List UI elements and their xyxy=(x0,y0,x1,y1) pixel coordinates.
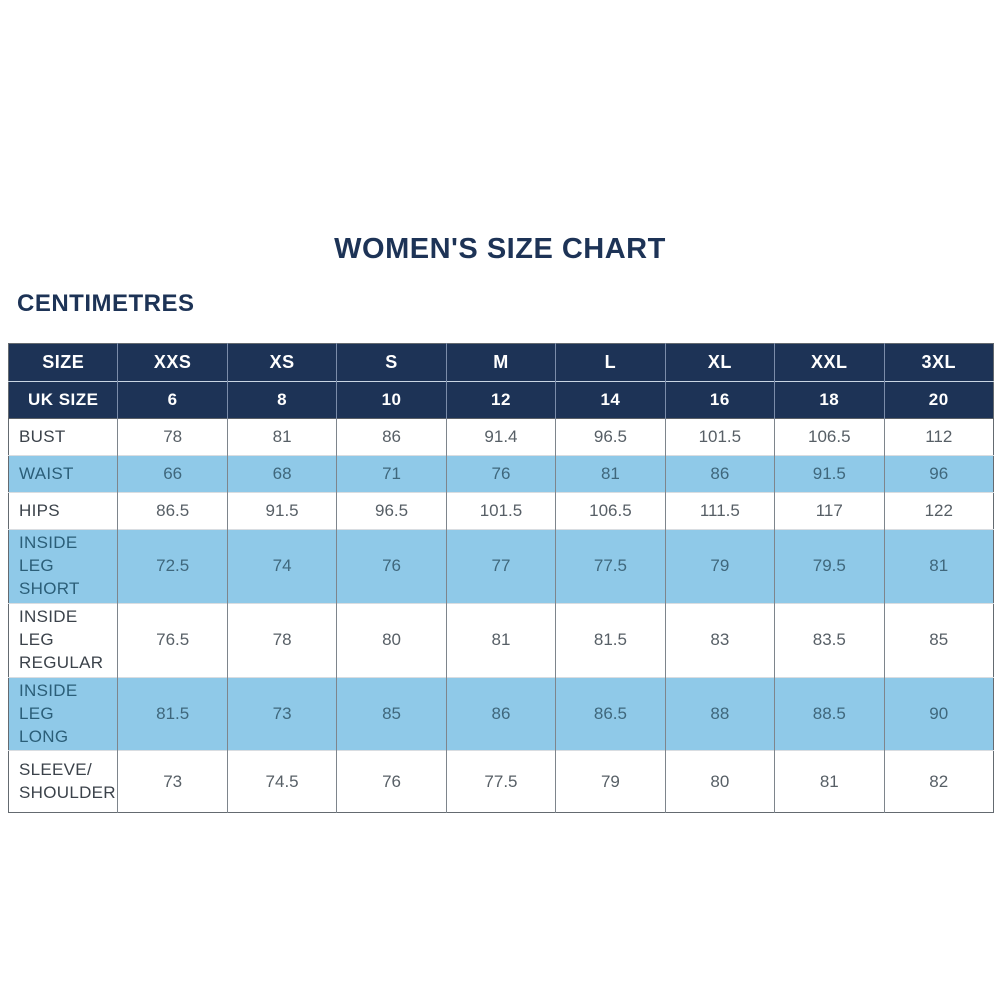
cell: 96.5 xyxy=(555,418,666,456)
cell: 79 xyxy=(664,529,775,604)
table-row-sleeve-shoulder: SLEEVE/ SHOULDER 73 74.5 76 77.5 79 80 8… xyxy=(8,750,994,813)
row-label: UK SIZE xyxy=(8,381,118,419)
cell: 10 xyxy=(336,381,447,419)
cell: 106.5 xyxy=(774,418,884,456)
cell: 16 xyxy=(664,381,775,419)
cell: 81.5 xyxy=(555,602,666,678)
cell: 76 xyxy=(336,529,447,604)
cell: 66 xyxy=(117,455,228,493)
cell: 71 xyxy=(336,455,447,493)
col-header-xxl: XXL xyxy=(774,343,884,382)
cell: 8 xyxy=(226,381,337,419)
unit-heading: CENTIMETRES xyxy=(17,290,195,317)
col-header-xs: XS xyxy=(226,343,337,382)
table-row-uk-size: UK SIZE 6 8 10 12 14 16 18 20 xyxy=(8,381,994,419)
cell: 91.5 xyxy=(226,492,337,530)
cell: 74.5 xyxy=(226,750,337,813)
cell: 73 xyxy=(226,676,337,751)
cell: 122 xyxy=(883,492,994,530)
cell: 111.5 xyxy=(664,492,775,530)
cell: 73 xyxy=(117,750,228,813)
cell: 85 xyxy=(336,676,447,751)
cell: 90 xyxy=(883,676,994,751)
row-label: INSIDE LEG LONG xyxy=(8,676,118,751)
cell: 81 xyxy=(555,455,666,493)
cell: 81 xyxy=(226,418,337,456)
col-header-size: SIZE xyxy=(42,352,85,372)
page-title: WOMEN'S SIZE CHART xyxy=(334,233,666,265)
size-chart-table: SIZE XXS XS S M L XL XXL 3XL UK SIZE 6 8… xyxy=(8,343,994,814)
row-label: SLEEVE/ SHOULDER xyxy=(8,750,118,813)
col-header-xxs: XXS xyxy=(117,343,228,382)
cell: 78 xyxy=(117,418,228,456)
table-row-hips: HIPS 86.5 91.5 96.5 101.5 106.5 111.5 11… xyxy=(8,492,994,530)
cell: 91.5 xyxy=(774,455,884,493)
col-header-s: S xyxy=(336,343,447,382)
cell: 86 xyxy=(664,455,775,493)
cell: 76.5 xyxy=(117,602,228,678)
row-label: INSIDE LEG REGULAR xyxy=(8,602,118,678)
col-header-l: L xyxy=(555,343,666,382)
cell: 77.5 xyxy=(445,750,556,813)
row-label: HIPS xyxy=(8,492,118,530)
cell: 86.5 xyxy=(117,492,228,530)
cell: 88 xyxy=(664,676,775,751)
cell: 81.5 xyxy=(117,676,228,751)
cell: 85 xyxy=(883,602,994,678)
cell: 79.5 xyxy=(774,529,884,604)
cell: 83 xyxy=(664,602,775,678)
cell: 80 xyxy=(336,602,447,678)
table-row-inside-leg-regular: INSIDE LEG REGULAR 76.5 78 80 81 81.5 83… xyxy=(8,602,994,678)
cell: 77 xyxy=(445,529,556,604)
cell: 101.5 xyxy=(445,492,556,530)
cell: 117 xyxy=(774,492,884,530)
table-row-waist: WAIST 66 68 71 76 81 86 91.5 96 xyxy=(8,455,994,493)
cell: 74 xyxy=(226,529,337,604)
cell: 78 xyxy=(226,602,337,678)
cell: 96.5 xyxy=(336,492,447,530)
cell: 20 xyxy=(883,381,994,419)
cell: 72.5 xyxy=(117,529,228,604)
row-label: BUST xyxy=(8,418,118,456)
cell: 76 xyxy=(445,455,556,493)
table-header-row: SIZE XXS XS S M L XL XXL 3XL xyxy=(8,343,994,382)
cell: 81 xyxy=(774,750,884,813)
cell: 76 xyxy=(336,750,447,813)
cell: 12 xyxy=(445,381,556,419)
cell: 14 xyxy=(555,381,666,419)
cell: 101.5 xyxy=(664,418,775,456)
table-row-inside-leg-short: INSIDE LEG SHORT 72.5 74 76 77 77.5 79 7… xyxy=(8,529,994,604)
cell: 77.5 xyxy=(555,529,666,604)
cell: 6 xyxy=(117,381,228,419)
table-row-bust: BUST 78 81 86 91.4 96.5 101.5 106.5 112 xyxy=(8,418,994,456)
col-header-m: M xyxy=(445,343,556,382)
cell: 81 xyxy=(445,602,556,678)
cell: 68 xyxy=(226,455,337,493)
cell: 86 xyxy=(336,418,447,456)
cell: 96 xyxy=(883,455,994,493)
cell: 83.5 xyxy=(774,602,884,678)
cell: 91.4 xyxy=(445,418,556,456)
cell: 18 xyxy=(774,381,884,419)
row-label: INSIDE LEG SHORT xyxy=(8,529,118,604)
row-label: WAIST xyxy=(8,455,118,493)
cell: 86.5 xyxy=(555,676,666,751)
table-row-inside-leg-long: INSIDE LEG LONG 81.5 73 85 86 86.5 88 88… xyxy=(8,676,994,751)
cell: 88.5 xyxy=(774,676,884,751)
cell: 81 xyxy=(883,529,994,604)
cell: 80 xyxy=(664,750,775,813)
cell: 112 xyxy=(883,418,994,456)
cell: 86 xyxy=(445,676,556,751)
cell: 79 xyxy=(555,750,666,813)
cell: 106.5 xyxy=(555,492,666,530)
col-header-xl: XL xyxy=(664,343,775,382)
cell: 82 xyxy=(883,750,994,813)
col-header-3xl: 3XL xyxy=(883,343,994,382)
